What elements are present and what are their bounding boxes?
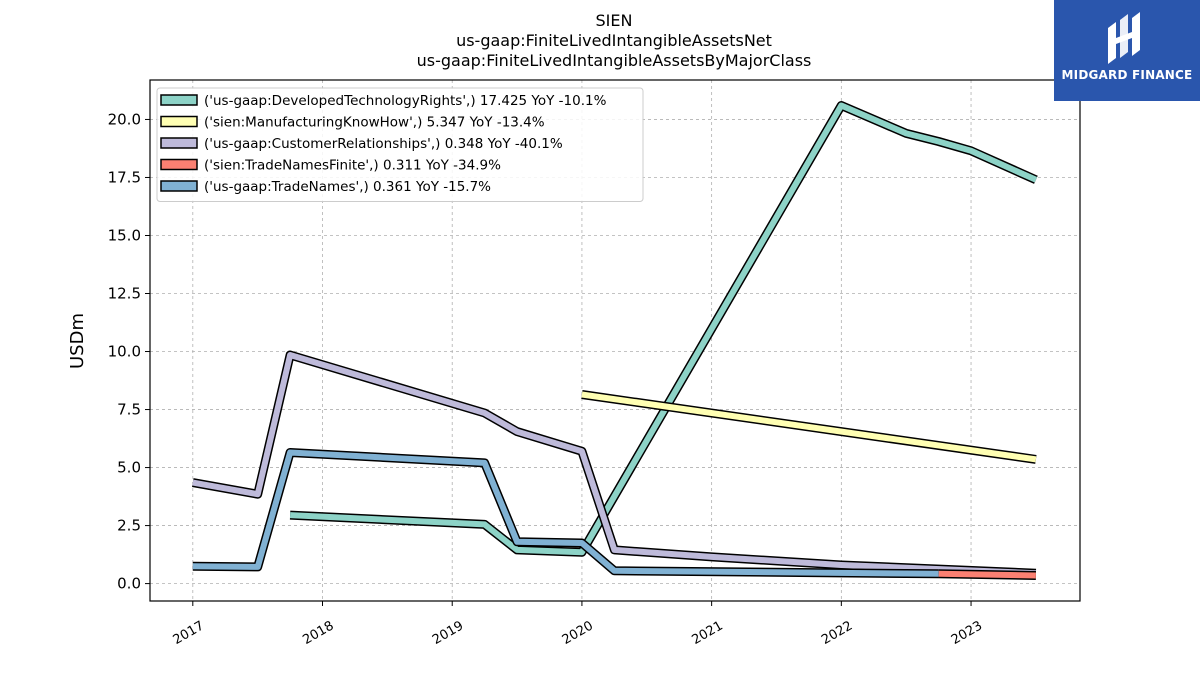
y-axis-label: USDm (67, 313, 88, 369)
y-axis-ticks: 0.0 2.5 5.0 7.5 10.0 12.5 15.0 17.5 20.0 (108, 110, 150, 593)
y-tick-label: 10.0 (108, 343, 141, 361)
legend-box (156, 87, 644, 202)
y-tick-label: 17.5 (108, 168, 141, 186)
chart-title-line: us-gaap:FiniteLivedIntangibleAssetsByMaj… (417, 51, 812, 70)
x-tick-label: 2018 (300, 618, 336, 648)
legend-label: ('us-gaap:CustomerRelationships',) 0.348… (204, 136, 563, 152)
y-tick-label: 5.0 (117, 459, 141, 477)
y-tick-label: 2.5 (117, 517, 141, 535)
y-tick-label: 20.0 (108, 110, 141, 128)
legend-label: ('sien:ManufacturingKnowHow',) 5.347 YoY… (204, 115, 545, 131)
x-tick-label: 2019 (430, 618, 466, 648)
x-tick-label: 2017 (171, 618, 207, 648)
legend-item: ('us-gaap:DevelopedTechnologyRights',) 1… (160, 93, 607, 109)
legend-label: ('us-gaap:TradeNames',) 0.361 YoY -15.7% (204, 179, 491, 195)
y-tick-label: 7.5 (117, 401, 141, 419)
y-tick-label: 12.5 (108, 285, 141, 303)
legend-swatch (160, 115, 198, 128)
series-line-fill (581, 391, 1037, 463)
y-tick-label: 15.0 (108, 226, 141, 244)
series-line-fill (938, 570, 1036, 579)
logo-text: MIDGARD FINANCE (1061, 68, 1193, 82)
series-line (938, 569, 1036, 580)
series-line-fill (192, 449, 939, 577)
logo-mark-icon (1108, 12, 1140, 64)
x-tick-label: 2021 (689, 618, 725, 648)
legend-swatch (160, 94, 198, 106)
series-line-fill (289, 102, 1038, 556)
legend-item: ('us-gaap:CustomerRelationships',) 0.348… (160, 136, 563, 152)
legend-item: ('sien:TradeNamesFinite',) 0.311 YoY -34… (160, 158, 501, 174)
legend-label: ('us-gaap:DevelopedTechnologyRights',) 1… (204, 93, 607, 109)
y-tick-label: 0.0 (117, 575, 141, 593)
x-axis-ticks: 2017 2018 2019 2020 2021 2022 2023 (171, 601, 985, 648)
series-line (289, 101, 1038, 557)
brand-logo: MIDGARD FINANCE (1054, 0, 1200, 101)
series-line (192, 350, 1037, 578)
x-tick-label: 2023 (949, 618, 985, 648)
legend-swatch (160, 137, 198, 149)
chart-title-line: us-gaap:FiniteLivedIntangibleAssetsNet (456, 31, 772, 50)
series-line-fill (192, 352, 1037, 577)
legend-item: ('sien:ManufacturingKnowHow',) 5.347 YoY… (160, 115, 545, 131)
legend-label: ('sien:TradeNamesFinite',) 0.311 YoY -34… (204, 158, 501, 174)
legend-swatch (160, 158, 198, 171)
chart-title: SIENus-gaap:FiniteLivedIntangibleAssetsN… (417, 11, 812, 70)
plot-frame (149, 79, 1081, 602)
chart-title-line: SIEN (596, 11, 633, 30)
legend-swatch (160, 180, 198, 192)
legend-item: ('us-gaap:TradeNames',) 0.361 YoY -15.7% (160, 179, 491, 195)
series-lines (192, 101, 1038, 580)
legend: ('us-gaap:DevelopedTechnologyRights',) 1… (156, 87, 644, 202)
x-tick-label: 2020 (560, 618, 596, 648)
series-line (192, 448, 939, 579)
x-tick-label: 2022 (819, 618, 855, 648)
series-line (581, 390, 1037, 464)
